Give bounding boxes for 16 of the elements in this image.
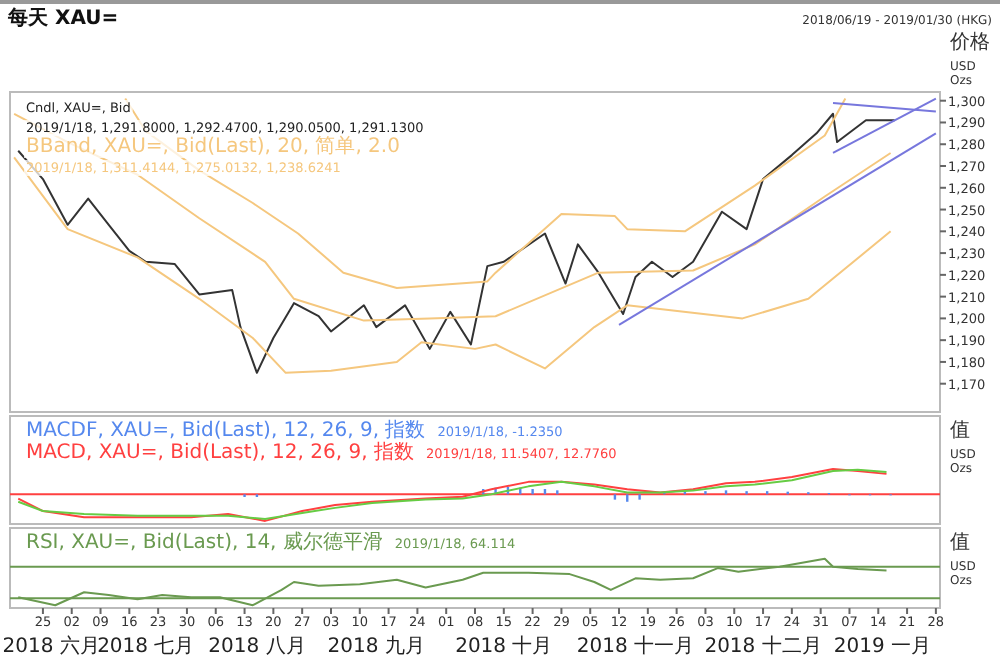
line-series <box>17 112 896 374</box>
line-series <box>13 156 892 374</box>
x2-tick-label: 2018 十二月 <box>704 634 822 658</box>
text: MACDF, XAU=, Bid(Last), 12, 26, 9, 指数 <box>26 418 426 442</box>
x2-tick-label: 2018 七月 <box>97 634 195 658</box>
chart-title: 每天 XAU= <box>6 6 119 30</box>
x2-tick-label: 2018 八月 <box>208 636 306 658</box>
line-series <box>13 112 892 322</box>
x2-tick-label: 2018 十月 <box>455 634 553 658</box>
annotation: BBand, XAU=, Bid(Last), 20, 简单, 2.0 <box>26 134 400 158</box>
x2-tick-label: 2018 六月 <box>2 634 100 658</box>
x2-tick-label: 2019 一月 <box>833 636 932 658</box>
x2-tick-label: 2018 九月 <box>327 634 425 658</box>
x2-tick-label: 2018 十一月 <box>576 634 695 658</box>
text: RSI, XAU=, Bid(Last), 14, 威尔德平滑 <box>26 530 383 554</box>
text: MACD, XAU=, Bid(Last), 12, 26, 9, 指数 <box>26 440 414 464</box>
